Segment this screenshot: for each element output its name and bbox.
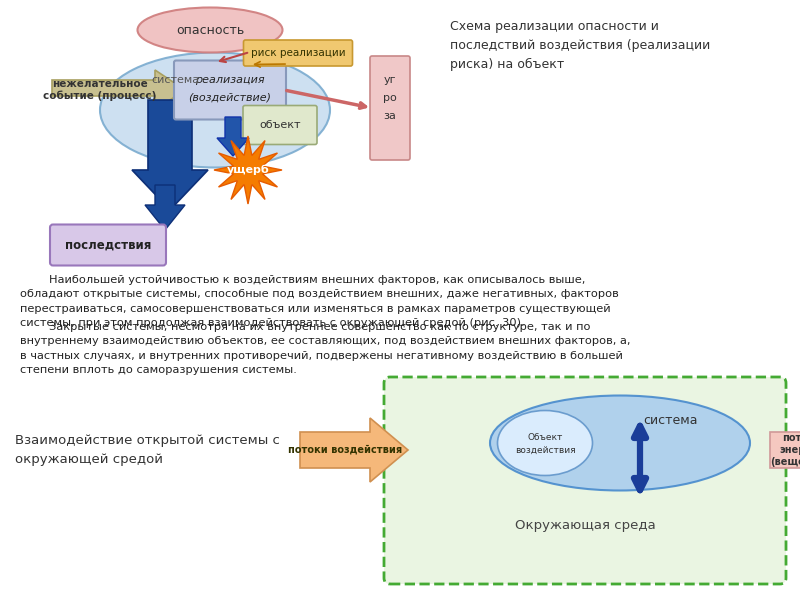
Polygon shape xyxy=(217,117,249,156)
Text: воздействия: воздействия xyxy=(514,445,575,455)
Text: Закрытые системы, несмотря на их внутреннее совершенство как по структуре, так и: Закрытые системы, несмотря на их внутрен… xyxy=(20,322,630,375)
Text: нежелательное
событие (процесс): нежелательное событие (процесс) xyxy=(43,79,157,101)
Text: опасность: опасность xyxy=(176,23,244,37)
Text: объект: объект xyxy=(259,120,301,130)
Text: за: за xyxy=(383,111,397,121)
FancyBboxPatch shape xyxy=(243,40,353,66)
Polygon shape xyxy=(300,418,408,482)
Text: ущерб: ущерб xyxy=(226,165,270,175)
Text: ро: ро xyxy=(383,93,397,103)
Text: риск реализации: риск реализации xyxy=(250,48,346,58)
FancyBboxPatch shape xyxy=(50,224,166,265)
Text: уг: уг xyxy=(384,75,396,85)
Text: Объект: Объект xyxy=(527,433,562,442)
Text: потоки воздействия: потоки воздействия xyxy=(288,445,402,455)
Ellipse shape xyxy=(490,395,750,491)
Text: Наибольшей устойчивостью к воздействиям внешних факторов, как описывалось выше,
: Наибольшей устойчивостью к воздействиям … xyxy=(20,275,618,328)
Text: реализация: реализация xyxy=(195,75,265,85)
Polygon shape xyxy=(52,70,185,110)
Polygon shape xyxy=(214,136,282,204)
FancyBboxPatch shape xyxy=(243,106,317,145)
FancyBboxPatch shape xyxy=(384,377,786,584)
Polygon shape xyxy=(145,185,185,230)
Text: Схема реализации опасности и
последствий воздействия (реализации
риска) на объек: Схема реализации опасности и последствий… xyxy=(450,20,710,71)
FancyBboxPatch shape xyxy=(174,61,286,119)
Text: Окружающая среда: Окружающая среда xyxy=(514,520,655,533)
Polygon shape xyxy=(132,100,208,210)
Ellipse shape xyxy=(498,410,593,475)
FancyBboxPatch shape xyxy=(370,56,410,160)
Ellipse shape xyxy=(100,52,330,167)
Polygon shape xyxy=(770,418,800,482)
Text: (воздействие): (воздействие) xyxy=(189,93,271,103)
Text: потоки
энергии
(вещества): потоки энергии (вещества) xyxy=(770,433,800,467)
Text: система: система xyxy=(642,415,698,427)
Ellipse shape xyxy=(138,7,282,52)
Text: последствия: последствия xyxy=(65,238,151,251)
Text: система: система xyxy=(151,75,199,85)
Text: Взаимодействие открытой системы с
окружающей средой: Взаимодействие открытой системы с окружа… xyxy=(15,434,280,466)
